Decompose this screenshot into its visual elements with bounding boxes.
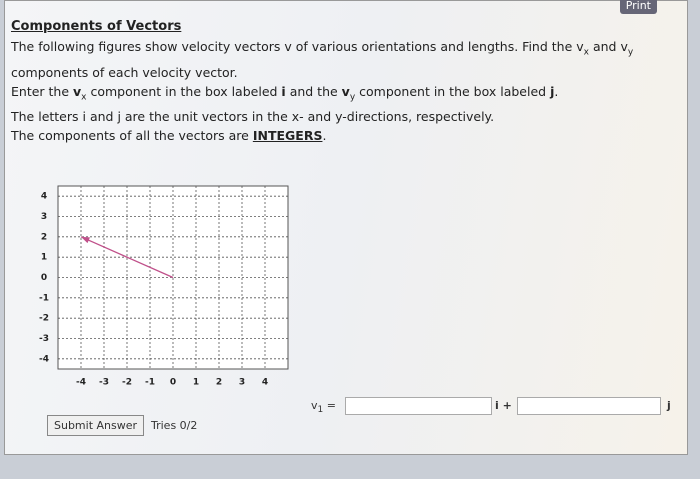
text: Enter the (11, 83, 74, 99)
subscript: x (81, 92, 87, 102)
text: and v (588, 39, 628, 54)
y-tick-label: -3 (39, 334, 49, 344)
text: v (341, 83, 350, 99)
subscript: y (349, 92, 356, 102)
x-tick-label: 3 (239, 378, 245, 388)
text: components of each velocity vector. (11, 64, 238, 80)
instruction-line: The components of all the vectors are IN… (11, 126, 671, 145)
x-tick-label: -4 (76, 378, 86, 388)
vector-arrowhead (81, 236, 90, 244)
y-tick-label: -1 (39, 293, 49, 303)
instruction-line: The following figures show velocity vect… (11, 37, 671, 82)
problem-panel: Components of Vectors Print The followin… (4, 0, 688, 455)
text: i (281, 83, 286, 99)
text: component in the box labeled (355, 83, 551, 99)
i-label: i + (495, 399, 512, 412)
y-tick-label: 3 (41, 212, 47, 222)
vector (80, 236, 174, 279)
text: = (323, 399, 336, 412)
instruction-line: Enter the vx component in the box labele… (11, 82, 671, 108)
submit-button[interactable]: Submit Answer (47, 415, 145, 436)
y-tick-label: -4 (39, 354, 49, 364)
text: . (322, 128, 327, 143)
text: INTEGERS (252, 128, 323, 143)
x-tick-label: 4 (262, 378, 268, 388)
text: The components of all the vectors are (11, 128, 253, 143)
x-tick-label: -2 (122, 378, 132, 388)
variable-label: v1 = (311, 399, 336, 415)
y-tick-label: -2 (39, 314, 49, 324)
instruction-line: The letters i and j are the unit vectors… (11, 109, 495, 124)
y-tick-label: 4 (41, 192, 47, 202)
x-tick-label: -1 (145, 378, 155, 388)
title: Components of Vectors (11, 19, 182, 34)
subscript: x (583, 47, 589, 58)
x-tick-label: 0 (170, 378, 176, 388)
x-tick-label: -3 (99, 378, 109, 388)
x-tick-label: 2 (216, 378, 222, 388)
x-tick-label: 1 (193, 378, 199, 388)
j-input[interactable] (517, 397, 661, 415)
y-tick-label: 2 (41, 232, 47, 242)
j-label: j (667, 399, 671, 412)
instructions: The following figures show velocity vect… (11, 37, 671, 145)
y-tick-label: 0 (41, 273, 47, 283)
text: . (554, 83, 559, 99)
text: and the (285, 83, 342, 99)
graph: -4 -3 -2 -1 0 1 2 3 4 4 3 2 1 0 -1 -2 -3 -4 (39, 185, 289, 388)
subscript: 1 (317, 405, 324, 416)
print-button[interactable]: Print (619, 0, 657, 14)
tries: Tries 0/2 (151, 419, 198, 432)
y-tick-label: 1 (41, 253, 47, 263)
text: v (73, 83, 82, 99)
text: The following figures show velocity vect… (11, 39, 584, 54)
text: v (311, 399, 318, 412)
subscript: y (627, 47, 634, 58)
text: j (550, 83, 555, 99)
i-input[interactable] (345, 397, 492, 415)
text: component in the box labeled (86, 83, 282, 99)
